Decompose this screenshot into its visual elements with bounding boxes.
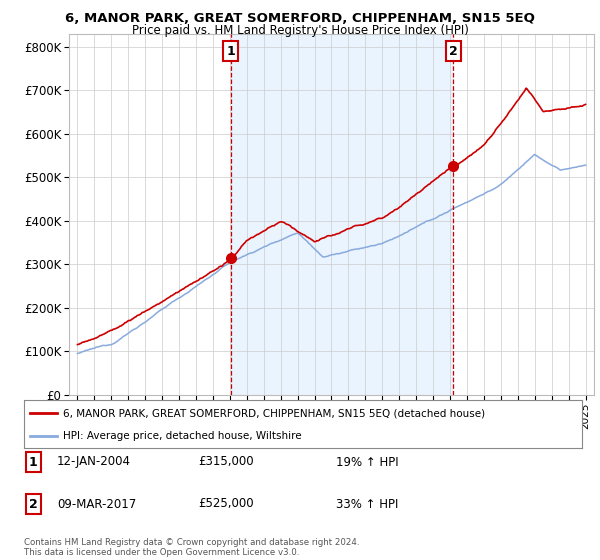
Text: 6, MANOR PARK, GREAT SOMERFORD, CHIPPENHAM, SN15 5EQ: 6, MANOR PARK, GREAT SOMERFORD, CHIPPENH… [65, 12, 535, 25]
Text: 1: 1 [29, 455, 37, 469]
Text: Contains HM Land Registry data © Crown copyright and database right 2024.
This d: Contains HM Land Registry data © Crown c… [24, 538, 359, 557]
Text: 33% ↑ HPI: 33% ↑ HPI [336, 497, 398, 511]
Text: 2: 2 [29, 497, 37, 511]
Text: 1: 1 [226, 44, 235, 58]
Text: 19% ↑ HPI: 19% ↑ HPI [336, 455, 398, 469]
Text: 6, MANOR PARK, GREAT SOMERFORD, CHIPPENHAM, SN15 5EQ (detached house): 6, MANOR PARK, GREAT SOMERFORD, CHIPPENH… [63, 408, 485, 418]
Text: 09-MAR-2017: 09-MAR-2017 [57, 497, 136, 511]
Text: £525,000: £525,000 [198, 497, 254, 511]
Text: HPI: Average price, detached house, Wiltshire: HPI: Average price, detached house, Wilt… [63, 431, 302, 441]
Bar [230, 34, 453, 395]
Text: Price paid vs. HM Land Registry's House Price Index (HPI): Price paid vs. HM Land Registry's House … [131, 24, 469, 36]
Text: £315,000: £315,000 [198, 455, 254, 469]
Text: 2: 2 [449, 44, 458, 58]
Text: 12-JAN-2004: 12-JAN-2004 [57, 455, 131, 469]
